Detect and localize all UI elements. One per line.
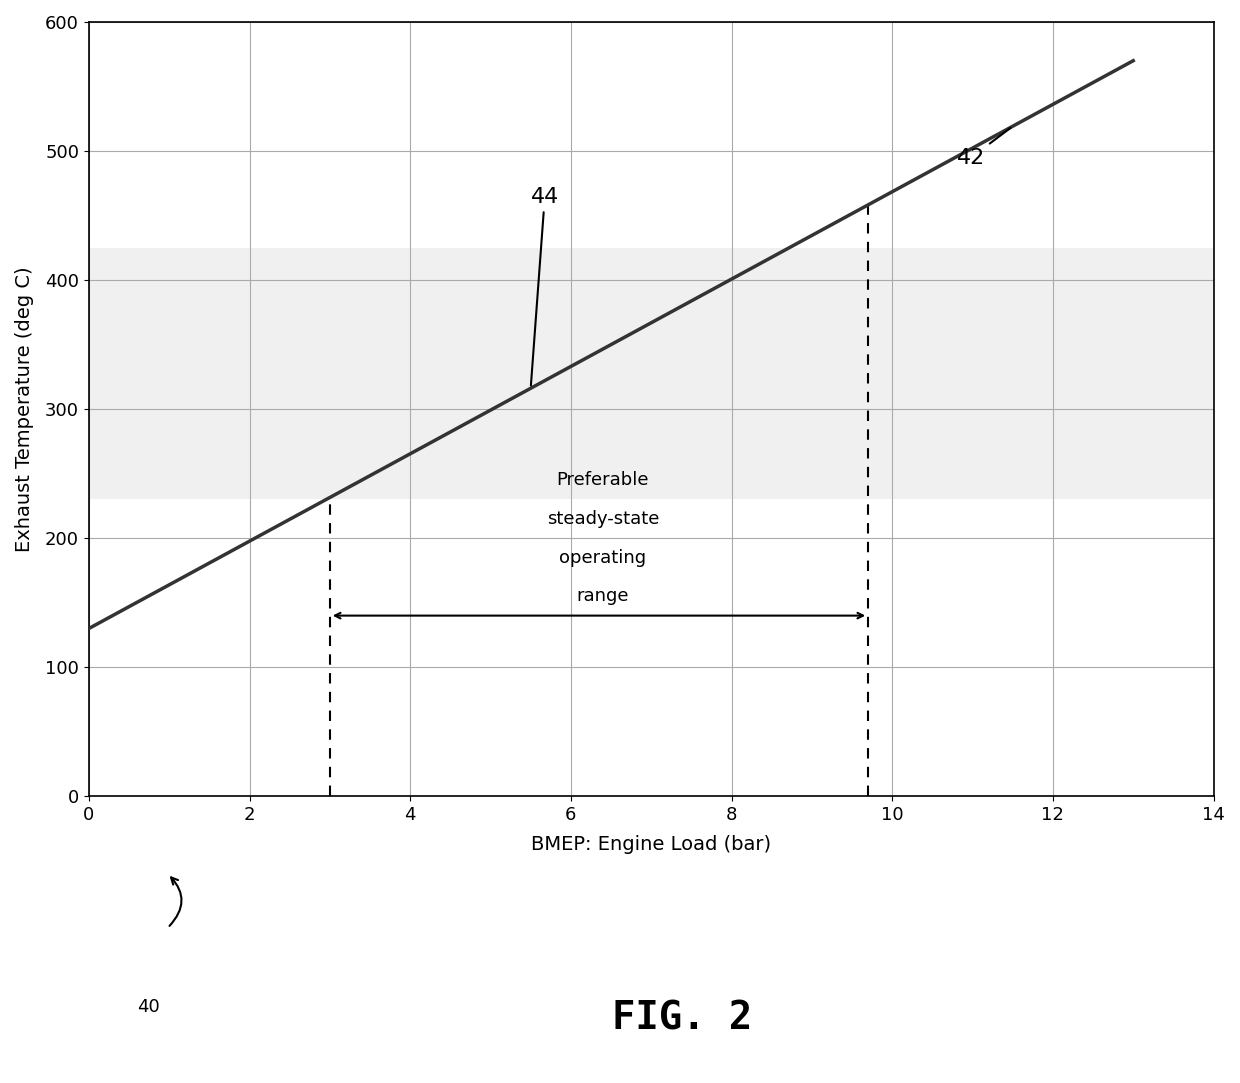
Text: 44: 44 — [531, 186, 559, 386]
Text: Preferable: Preferable — [557, 471, 650, 490]
Text: range: range — [577, 587, 629, 605]
X-axis label: BMEP: Engine Load (bar): BMEP: Engine Load (bar) — [531, 835, 771, 854]
Bar — [89, 248, 1214, 499]
Y-axis label: Exhaust Temperature (deg C): Exhaust Temperature (deg C) — [15, 266, 33, 552]
Text: 42: 42 — [956, 128, 1011, 168]
Text: operating: operating — [559, 549, 646, 566]
Text: steady-state: steady-state — [547, 510, 660, 527]
Text: FIG. 2: FIG. 2 — [611, 999, 753, 1038]
Text: 40: 40 — [138, 999, 160, 1016]
Bar — [89, 248, 1214, 499]
